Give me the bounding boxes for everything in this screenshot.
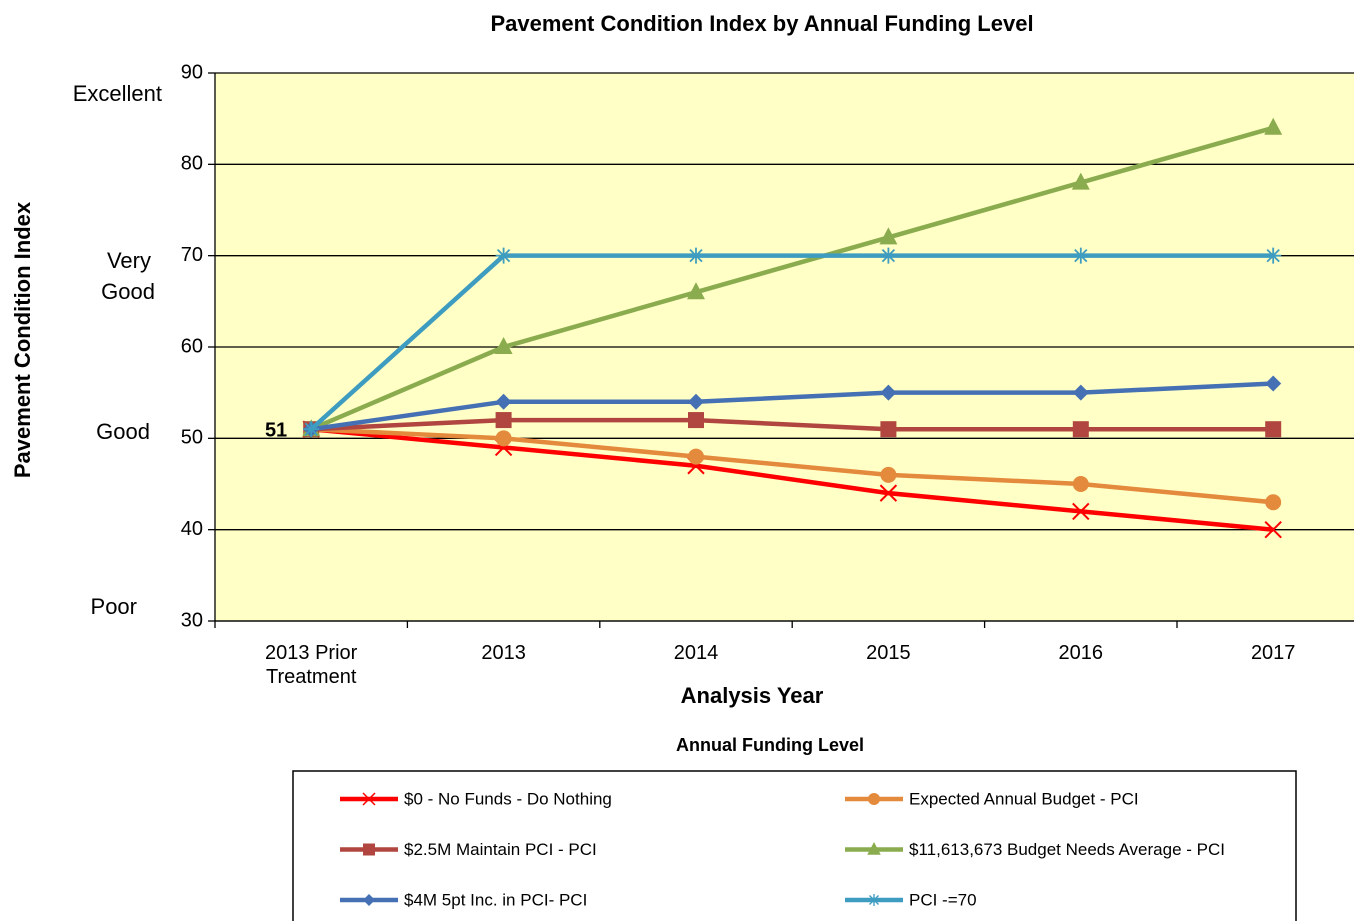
series-line (310, 381, 1274, 432)
marker (880, 384, 897, 401)
marker (1265, 494, 1282, 511)
marker (879, 484, 898, 502)
legend-marker (363, 843, 375, 856)
legend-label: $11,613,673 Budget Needs Average - PCI (909, 840, 1225, 859)
legend-marker (868, 894, 880, 906)
condition-label: Excellent (73, 81, 162, 106)
marker (687, 282, 705, 300)
x-tick-label: 2015 (866, 642, 911, 664)
marker (1264, 520, 1282, 539)
legend-title: Annual Funding Level (676, 735, 864, 755)
series-line (311, 426, 1274, 505)
marker (303, 421, 320, 438)
marker (495, 412, 512, 429)
marker (688, 247, 704, 264)
x-tick-label: 2013 (481, 642, 526, 664)
data-label: 51 (265, 419, 287, 441)
marker (1072, 476, 1089, 492)
series-line (309, 253, 1274, 431)
marker (1072, 247, 1089, 264)
marker (1265, 247, 1282, 264)
y-axis-title: Pavement Condition Index (10, 201, 35, 478)
chart-title: Pavement Condition Index by Annual Fundi… (490, 11, 1033, 36)
x-tick-label: 2016 (1058, 642, 1104, 664)
marker (1071, 172, 1090, 190)
y-tick-label: 60 (181, 335, 203, 357)
legend-box (292, 770, 1297, 921)
x-tick-label: 2013 Prior Treatment (265, 642, 358, 688)
marker (688, 412, 704, 429)
y-tick-label: 30 (181, 609, 203, 631)
condition-label: Good (96, 419, 150, 444)
marker (688, 448, 704, 465)
marker (495, 430, 512, 447)
series-line (310, 426, 1274, 532)
legend-marker (363, 894, 375, 906)
marker (1072, 384, 1089, 401)
x-tick-label: 2014 (673, 642, 719, 664)
marker (1265, 375, 1282, 392)
marker (494, 337, 513, 354)
legend-label: PCI -=70 (909, 890, 977, 909)
series-line (311, 417, 1274, 432)
legend-label: $4M 5pt Inc. in PCI- PCI (404, 890, 587, 909)
marker (880, 247, 897, 264)
legend-marker (868, 793, 880, 805)
legend-marker (362, 792, 376, 806)
condition-label: Poor (91, 594, 137, 619)
marker (1072, 502, 1090, 521)
y-tick-label: 90 (181, 61, 203, 83)
condition-label-line: Very (107, 248, 151, 273)
legend-label: $2.5M Maintain PCI - PCI (404, 840, 597, 859)
x-tick-label: 2017 (1250, 642, 1296, 664)
legend-label: Expected Annual Budget - PCI (909, 789, 1139, 808)
marker (880, 466, 897, 483)
marker (495, 247, 512, 264)
series-line (310, 125, 1274, 432)
legend-marker (867, 842, 881, 855)
marker (1072, 421, 1089, 438)
y-tick-label: 40 (181, 518, 203, 540)
y-tick-label: 80 (181, 153, 203, 175)
y-tick-label: 70 (181, 244, 203, 266)
marker (495, 393, 512, 410)
marker (1265, 421, 1282, 438)
condition-label-line: Good (101, 279, 155, 304)
marker (688, 393, 704, 410)
marker (879, 227, 898, 245)
legend-label: $0 - No Funds - Do Nothing (404, 789, 612, 808)
marker (880, 421, 897, 438)
x-axis-title: Analysis Year (681, 683, 824, 708)
marker (1264, 117, 1283, 135)
y-tick-label: 50 (181, 427, 203, 449)
condition-label: Very Good (101, 248, 155, 304)
